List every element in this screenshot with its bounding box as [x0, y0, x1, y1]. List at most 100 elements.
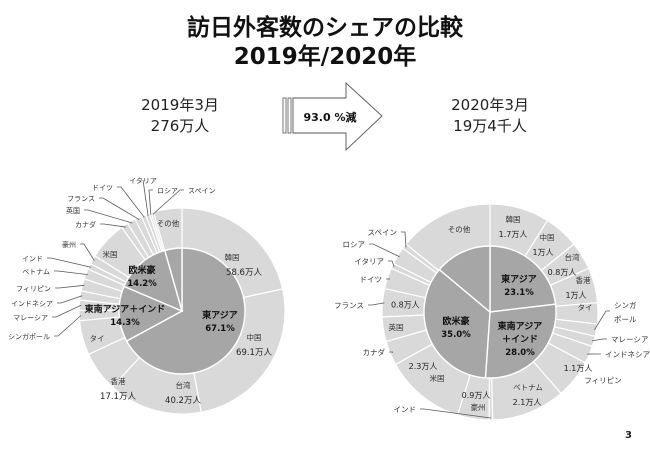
leader-label-14: 英国 [66, 206, 80, 215]
leader-label-13: カナダ [75, 220, 96, 229]
outer-label-1: 中国 [540, 232, 555, 242]
leader-label-16: ドイツ [360, 275, 383, 284]
arrow-stripe-1 [282, 97, 287, 134]
outer-value-3: 17.1万人 [100, 392, 136, 402]
leader-label-18: ロシア [343, 240, 366, 249]
outer-label-2: 台湾 [176, 380, 191, 390]
inner-value: 14.2% [127, 279, 157, 289]
leader-line-16 [117, 186, 145, 218]
inner-segment-0 [489, 245, 557, 313]
leader-line-5 [54, 315, 82, 337]
leader-label-part: ポール [614, 315, 637, 324]
leader-line-17 [388, 260, 395, 267]
summary-2019-period: 2019年3月 [141, 96, 219, 114]
outer-label-14: 英国 [389, 322, 404, 332]
summary-2020: 2020年3月 19万4千人 [430, 95, 550, 137]
inner-value: 23.1% [504, 288, 534, 298]
outer-value-9: 2.1万人 [513, 398, 542, 407]
leader-line-14 [84, 209, 133, 224]
outer-value-1: 69.1万人 [236, 348, 272, 358]
outer-label-4: タイ [90, 334, 105, 343]
leader-label-17: イタリア [354, 257, 384, 266]
outer-label-3: 香港 [576, 275, 591, 285]
arrow-stripe-2 [287, 97, 292, 134]
outer-value-8: 1.1万人 [564, 364, 593, 373]
outer-label-12: 米国 [430, 373, 445, 383]
inner-label-text: 東アジア [202, 309, 238, 321]
page-title: 訪日外客数のシェアの比較 [187, 15, 463, 41]
outer-label-1: 中国 [247, 332, 262, 342]
leader-label-7: インドネシア [605, 350, 650, 359]
summary-2020-total: 19万4千人 [453, 117, 527, 135]
leader-label-part: シンガ [614, 300, 637, 310]
outer-label-4: タイ [578, 303, 593, 312]
leader-label-9: ベトナム [22, 268, 50, 276]
inner-value: 28.0% [505, 348, 535, 358]
outer-value-0: 1.7万人 [499, 230, 528, 239]
outer-label-20: その他 [448, 224, 471, 234]
leader-line-19 [152, 189, 184, 215]
inner-segment-3 [438, 245, 491, 314]
inner-label-text: 東アジア [501, 273, 537, 285]
leader-line-19 [401, 231, 407, 248]
donut-2019: 東アジア 67.1% 東南アジア＋インド 14.3% 欧米豪 14.2% 韓国 58.6万人中… [8, 176, 286, 415]
inner-value: 35.0% [441, 330, 471, 340]
leader-label-7: インドネシア [11, 300, 53, 308]
decrease-arrow: 93.0 %減 [282, 81, 383, 152]
inner-label-1: 東南アジア ＋インド 28.0% [498, 320, 543, 358]
inner-value: 14.3% [110, 318, 140, 328]
inner-segment-2 [423, 268, 491, 379]
leader-label-10: インド [394, 405, 417, 414]
outer-label-11: 豪州 [471, 402, 486, 412]
inner-segment-1 [484, 303, 557, 379]
outer-label-0: 韓国 [225, 252, 240, 262]
leader-line-8 [55, 284, 85, 289]
arrow-label: 93.0 %減 [304, 110, 357, 124]
inner-label-1: 東南アジア＋インド 14.3% [85, 303, 166, 328]
summary-2019-total: 276万人 [150, 117, 210, 135]
leader-line-17 [142, 179, 149, 216]
summary-2020-period: 2020年3月 [451, 96, 529, 114]
leader-line-5 [594, 310, 610, 331]
outer-value-2: 0.8万人 [548, 268, 577, 277]
leader-label-13: カナダ [363, 347, 386, 357]
outer-value-12: 2.3万人 [409, 362, 438, 371]
outer-value-11: 0.9万人 [462, 391, 491, 400]
outer-value-15: 0.8万人 [391, 300, 420, 309]
leader-label-5: シンガポール [614, 300, 637, 324]
donut-2020: 東アジア 23.1% 東南アジア ＋インド 28.0% 欧米豪 35.0% 韓国 1.7万人 中国… [334, 203, 650, 421]
leader-label-19: スペイン [368, 228, 397, 237]
inner-label-0: 東アジア 67.1% [202, 309, 238, 334]
leader-line-7 [57, 295, 83, 304]
leader-label-8: フィリピン [16, 285, 51, 293]
leader-label-17: イタリア [129, 176, 157, 185]
outer-label-3: 香港 [111, 376, 126, 386]
inner-label-text: ＋インド [502, 334, 538, 345]
outer-value-0: 58.6万人 [226, 268, 262, 278]
summary-2019: 2019年3月 276万人 [120, 95, 240, 137]
inner-segment-3 [163, 247, 183, 312]
leader-line-15 [368, 302, 385, 306]
outer-label-20: その他 [157, 218, 180, 228]
leader-line-9 [54, 270, 88, 276]
leader-line-18 [148, 189, 153, 215]
leader-label-5: シンガポール [8, 332, 50, 341]
inner-label-2: 欧米豪 14.2% [127, 264, 157, 289]
leader-line-15 [99, 197, 140, 220]
leader-line-11 [80, 243, 95, 261]
page-subtitle: 2019年/2020年 [233, 44, 417, 70]
leader-line-10 [420, 408, 491, 419]
leader-label-6: マレーシア [13, 314, 48, 322]
leader-line-6 [591, 338, 607, 342]
inner-value: 67.1% [205, 324, 235, 334]
page-number: 3 [625, 430, 632, 441]
inner-segment-0 [125, 247, 246, 375]
inner-label-0: 東アジア 23.1% [501, 273, 537, 298]
outer-label-2: 台湾 [565, 252, 580, 262]
inner-label-text: 欧米豪 [128, 264, 155, 276]
outer-label-12: 米国 [103, 249, 118, 259]
outer-value-3: 1万人 [565, 291, 586, 300]
leader-label-16: ドイツ [92, 184, 113, 192]
leader-label-15: フランス [334, 301, 364, 310]
